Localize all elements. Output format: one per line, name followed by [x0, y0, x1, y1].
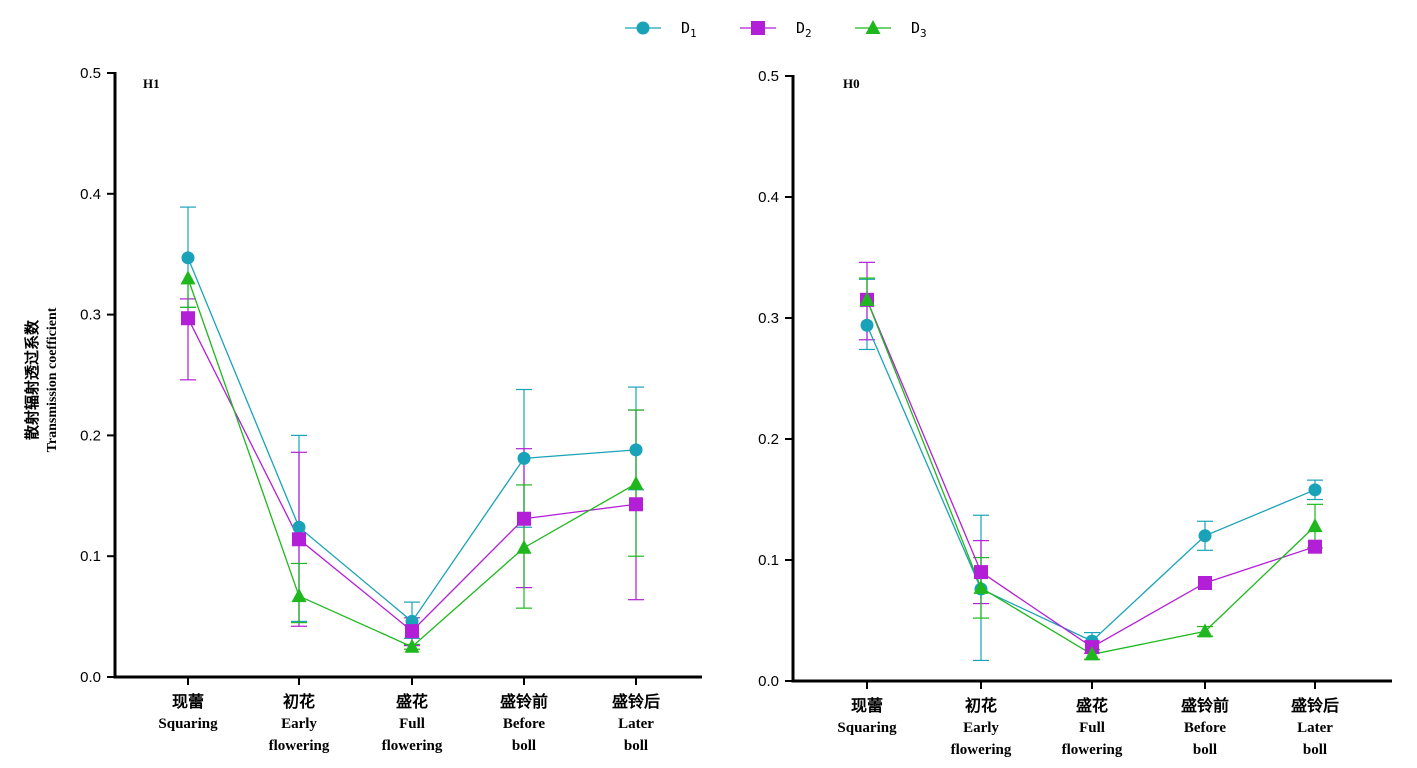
y-tick-label-h1: 0.4	[80, 186, 101, 203]
data-point-d3-h0	[859, 291, 875, 306]
legend-label-d3: D3	[911, 19, 927, 40]
x-tick-label-cn-h0: 初花	[965, 696, 997, 715]
x-tick-label-en-h0: flowering	[951, 742, 1012, 758]
x-tick-label-en-h1: flowering	[382, 738, 443, 754]
legend-marker-d3	[865, 20, 881, 34]
y-tick-label-h0: 0.5	[758, 68, 779, 85]
x-tick-label-cn-h1: 盛花	[396, 692, 428, 711]
data-point-d3-h0	[1307, 518, 1323, 533]
series-line-d3-h1	[187, 278, 637, 648]
x-tick-label-en-h1: Squaring	[158, 716, 218, 732]
data-point-d3-h1	[628, 475, 644, 490]
x-tick-label-en-h0: Later	[1297, 720, 1333, 736]
y-axis-label-cn: 散射辐射透过系数	[23, 319, 41, 440]
y-axis-label-en: Transmission coefficient	[45, 307, 60, 452]
legend-label-main: D	[681, 19, 690, 37]
data-point-d2-h1	[292, 532, 306, 547]
x-tick-label-en-h1: boll	[624, 738, 648, 754]
legend-label-subscript: 2	[805, 27, 812, 40]
y-tick-label-h0: 0.1	[758, 552, 779, 569]
data-point-d3-h1	[404, 638, 420, 653]
data-point-d1-h0	[1198, 529, 1212, 543]
y-tick-label-h0: 0.2	[758, 431, 779, 448]
y-tick-label-h1: 0.0	[80, 669, 101, 686]
data-point-d1-h1	[517, 451, 531, 465]
data-point-d1-h0	[860, 318, 874, 332]
series-line-d1-h1	[187, 257, 637, 623]
data-point-d3-h0	[1197, 623, 1213, 638]
data-point-d3-h1	[291, 588, 307, 603]
legend: D1 D2 D3	[625, 19, 927, 40]
x-tick-label-cn-h0: 盛铃前	[1181, 696, 1229, 715]
data-point-d1-h1	[292, 520, 306, 534]
y-tick-label-h0: 0.4	[758, 189, 779, 206]
legend-label-subscript: 3	[920, 27, 927, 40]
chart-panel-h0: 0.0 0.1 0.2 0.3 0.4 0.5 现蕾 Squaring 初花 Early flowe…	[758, 68, 1392, 758]
y-tick-label-h0: 0.0	[758, 673, 779, 690]
legend-label-d1: D1	[681, 19, 697, 40]
y-axis-label: 散射辐射透过系数 Transmission coefficient	[23, 307, 60, 452]
data-point-d3-h1	[516, 539, 532, 554]
data-point-d2-h0	[1198, 575, 1212, 590]
x-tick-label-en-h0: Squaring	[837, 720, 897, 736]
legend-marker-d1	[636, 21, 650, 35]
x-tick-label-en-h0: Before	[1184, 720, 1227, 736]
y-tick-label-h0: 0.3	[758, 310, 779, 327]
x-tick-label-cn-h1: 盛铃后	[612, 692, 660, 711]
y-tick-label-h1: 0.5	[80, 65, 101, 82]
y-tick-label-h1: 0.2	[80, 427, 101, 444]
x-tick-label-en-h0: flowering	[1062, 742, 1123, 758]
x-tick-label-en-h0: boll	[1193, 742, 1217, 758]
x-tick-label-en-h1: Before	[503, 716, 546, 732]
data-point-d2-h1	[629, 497, 643, 512]
x-tick-label-en-h1: Full	[399, 716, 425, 732]
data-point-d2-h0	[1308, 539, 1322, 554]
data-point-d3-h1	[180, 270, 196, 285]
data-point-d2-h1	[181, 311, 195, 326]
y-tick-label-h1: 0.1	[80, 548, 101, 565]
chart-panel-h1: 0.0 0.1 0.2 0.3 0.4 0.5 现蕾 Squaring 初花 Early flowe…	[80, 65, 702, 754]
x-tick-label-en-h1: flowering	[269, 738, 330, 754]
x-tick-label-en-h1: Early	[281, 716, 317, 732]
x-tick-label-en-h0: boll	[1303, 742, 1327, 758]
series-line-d1-h0	[866, 325, 1316, 642]
x-tick-label-cn-h1: 初花	[283, 692, 315, 711]
series-line-d2-h1	[187, 317, 637, 632]
x-tick-label-en-h0: Full	[1079, 720, 1105, 736]
data-point-d1-h1	[181, 251, 195, 265]
data-point-d1-h0	[1308, 483, 1322, 497]
x-tick-label-en-h1: Later	[618, 716, 654, 732]
series-line-d2-h0	[866, 299, 1316, 648]
legend-marker-d2	[751, 21, 765, 35]
x-tick-label-cn-h1: 盛铃前	[500, 692, 548, 711]
legend-label-subscript: 1	[690, 27, 697, 40]
x-tick-label-cn-h0: 盛铃后	[1291, 696, 1339, 715]
legend-label-main: D	[911, 19, 920, 37]
data-point-d3-h0	[973, 579, 989, 594]
x-tick-label-cn-h0: 现蕾	[851, 696, 883, 715]
x-tick-label-cn-h1: 现蕾	[172, 692, 204, 711]
data-point-d2-h0	[974, 565, 988, 580]
x-tick-label-en-h1: boll	[512, 738, 536, 754]
panel-label-h1: H1	[143, 76, 160, 91]
x-tick-label-en-h0: Early	[963, 720, 999, 736]
data-point-d1-h1	[629, 443, 643, 457]
series-line-d3-h0	[866, 299, 1316, 656]
data-point-d2-h1	[517, 511, 531, 526]
legend-label-main: D	[796, 19, 805, 37]
data-point-d2-h1	[405, 624, 419, 639]
data-point-d3-h0	[1084, 646, 1100, 661]
x-tick-label-cn-h0: 盛花	[1076, 696, 1108, 715]
panel-label-h0: H0	[843, 76, 860, 91]
legend-label-d2: D2	[796, 19, 812, 40]
y-tick-label-h1: 0.3	[80, 307, 101, 324]
